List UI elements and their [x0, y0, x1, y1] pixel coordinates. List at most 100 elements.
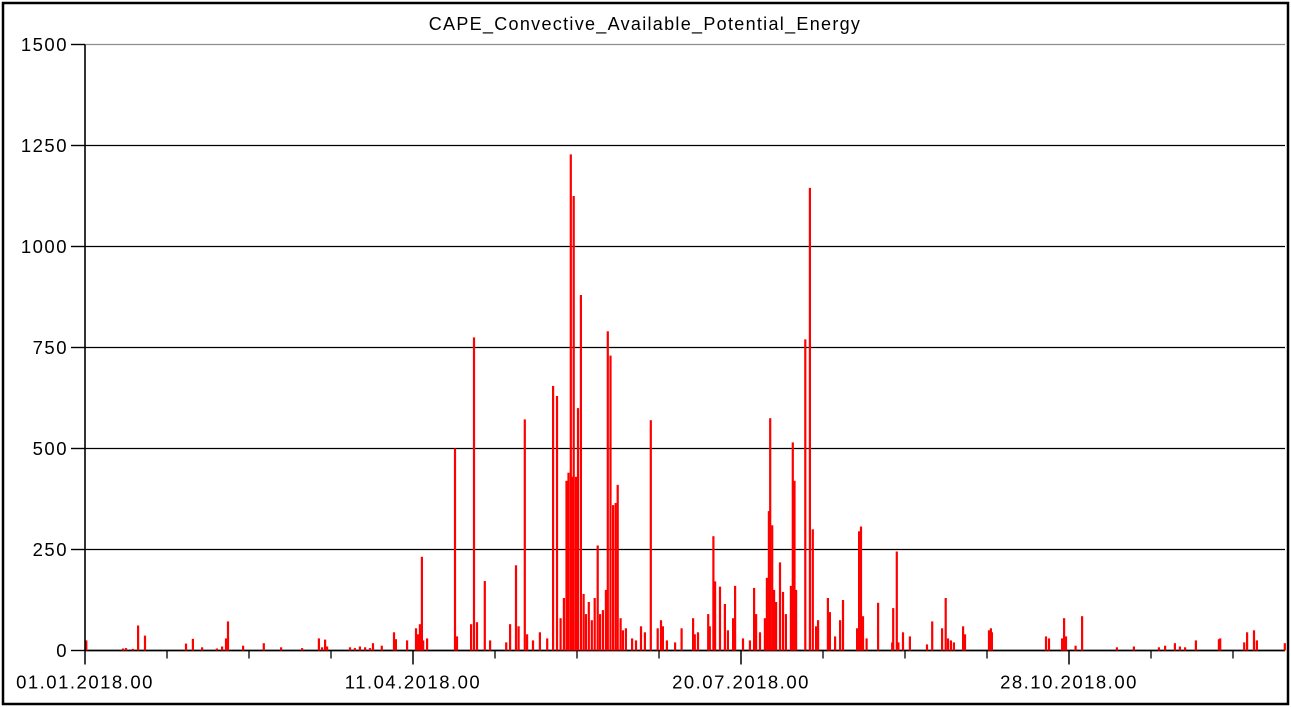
cape-bar	[1178, 646, 1181, 651]
cape-bar	[621, 630, 624, 651]
cape-bar	[1044, 636, 1048, 651]
cape-series	[85, 154, 1286, 651]
x-tick-label: 20.07.2018.00	[672, 672, 810, 693]
cape-bar	[590, 620, 593, 651]
cape-bar	[941, 628, 944, 651]
cape-bar	[1243, 642, 1246, 651]
cape-bar	[726, 630, 729, 651]
x-tick-label: 28.10.2018.00	[1000, 672, 1138, 693]
cape-bar	[714, 581, 717, 651]
cape-bar	[748, 640, 751, 651]
cape-bar	[420, 556, 423, 651]
cape-bar	[131, 648, 134, 651]
y-tick-label: 0	[56, 640, 68, 661]
cape-bar	[414, 628, 418, 651]
cape-bar	[517, 626, 520, 651]
cape-bar	[649, 420, 652, 651]
cape-bar	[767, 511, 770, 651]
cape-bar	[422, 640, 425, 651]
cape-bar	[489, 640, 492, 651]
cape-bar	[680, 628, 683, 651]
cape-bar	[1219, 638, 1222, 651]
cape-bar	[324, 639, 327, 651]
cape-bar	[661, 626, 664, 651]
cape-bar	[418, 624, 421, 651]
cape-bar	[406, 640, 409, 651]
cape-bar	[358, 646, 361, 651]
chart-title: CAPE_Convective_Available_Potential_Ener…	[429, 14, 862, 35]
cape-bar	[897, 642, 900, 651]
cape-bar	[364, 647, 367, 651]
y-tick-label: 1000	[21, 236, 68, 257]
cape-bar	[426, 638, 429, 651]
cape-bar	[841, 600, 845, 651]
cape-bar	[692, 618, 695, 651]
axes	[71, 43, 1234, 665]
cape-bar	[987, 630, 991, 651]
cape-bar	[1081, 616, 1084, 651]
cape-bar	[514, 565, 518, 651]
cape-bar	[944, 598, 947, 651]
cape-bar	[793, 480, 796, 651]
cape-bar	[946, 638, 950, 651]
cape-bar	[696, 632, 700, 651]
cape-bar	[184, 643, 188, 651]
cape-bar	[137, 625, 140, 651]
cape-bar	[1157, 647, 1160, 651]
cape-bar	[773, 589, 776, 651]
cape-bar	[656, 628, 659, 651]
cape-bar	[624, 628, 627, 651]
cape-bar	[1061, 638, 1064, 651]
cape-bar	[1074, 645, 1077, 651]
cape-bar	[865, 638, 868, 651]
cape-bar	[326, 646, 329, 651]
cape-bar	[143, 635, 147, 651]
cape-bar	[763, 618, 766, 651]
cape-bar	[616, 484, 619, 651]
cape-bar	[758, 632, 762, 651]
x-tick-labels: 01.01.2018.00 11.04.2018.00 20.07.2018.00 2…	[16, 672, 1138, 693]
cape-bar	[1217, 639, 1220, 651]
cape-bar	[811, 529, 814, 651]
cape-bar	[1283, 643, 1286, 651]
cape-bar	[559, 618, 562, 651]
cape-bar	[771, 525, 774, 651]
y-tick-label: 1250	[21, 135, 68, 156]
cape-bar	[215, 648, 218, 651]
cape-bar	[368, 648, 372, 651]
cape-bar	[546, 638, 549, 651]
cape-bar	[470, 624, 473, 651]
cape-bar	[674, 642, 677, 651]
cape-bar	[582, 593, 585, 651]
cape-bar	[861, 616, 865, 651]
cape-bar	[604, 589, 607, 651]
cape-bar	[601, 610, 604, 651]
cape-bar	[963, 634, 967, 651]
cape-bar	[789, 585, 792, 651]
cape-bar	[612, 505, 615, 651]
cape-bar	[609, 355, 612, 651]
cape-bar	[1132, 646, 1135, 651]
cape-bar	[781, 591, 785, 651]
cape-bar	[574, 476, 578, 651]
cape-bar	[1246, 632, 1249, 651]
cape-bar	[1164, 645, 1167, 651]
cape-bar	[538, 632, 541, 651]
cape-bar	[765, 577, 768, 651]
cape-bar	[795, 589, 798, 651]
cape-bar	[804, 339, 807, 651]
cape-bar	[931, 621, 934, 651]
cape-bar	[707, 614, 710, 651]
cape-bar	[778, 562, 782, 651]
cape-bar	[723, 604, 726, 651]
cape-bar	[371, 643, 375, 651]
cape-bar	[1064, 636, 1068, 651]
cape-bar	[124, 648, 128, 651]
cape-bar	[576, 408, 580, 651]
cape-bar	[596, 545, 599, 651]
cape-bar	[619, 618, 622, 651]
cape-bar	[775, 602, 778, 651]
cape-bar	[734, 585, 737, 651]
cape-bar	[826, 598, 829, 651]
